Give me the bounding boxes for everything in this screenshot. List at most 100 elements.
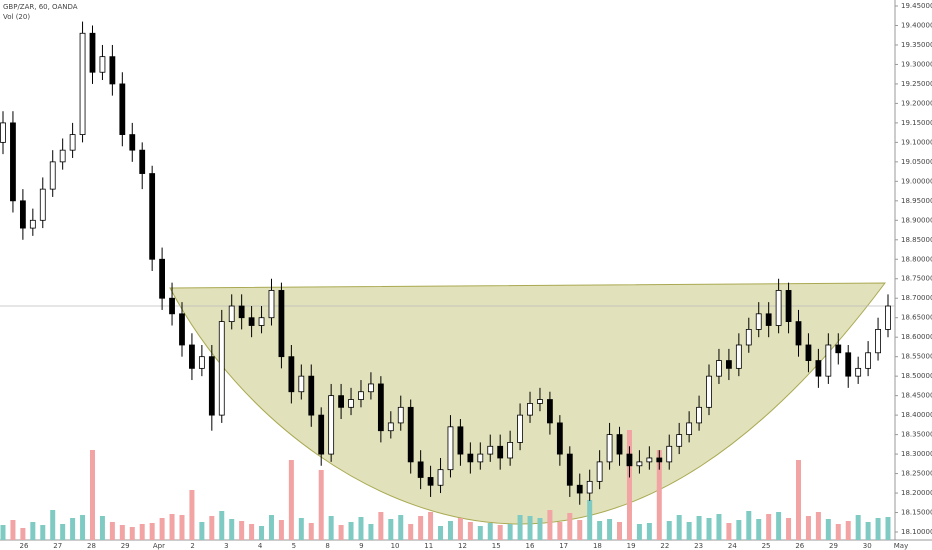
volume-bar (219, 511, 225, 540)
candle-body (368, 383, 374, 393)
candle-body (427, 477, 434, 486)
x-tick-label: May (894, 542, 908, 550)
x-tick-label: Apr (153, 542, 165, 550)
candle-body (268, 290, 275, 319)
volume-bar (696, 516, 702, 540)
volume-bar (805, 516, 811, 540)
volume-bar (676, 515, 682, 540)
x-tick-label: 19 (627, 542, 636, 550)
volume-bar (537, 518, 543, 540)
y-tick-label: 19.10000 (901, 138, 932, 146)
y-tick-label: 18.25000 (901, 470, 932, 478)
y-tick-label: 18.15000 (901, 509, 932, 517)
x-tick-label: 9 (359, 542, 363, 550)
volume-bar (557, 522, 563, 540)
volume-bar (766, 514, 772, 540)
candle-body (765, 313, 772, 326)
x-tick-label: 28 (87, 542, 96, 550)
candle-body (169, 297, 175, 315)
y-tick-label: 18.45000 (901, 392, 932, 400)
candle-body (716, 360, 722, 377)
volume-bar (457, 518, 463, 540)
volume-bar (398, 515, 404, 540)
candle-body (795, 321, 802, 346)
x-tick-label: 30 (863, 542, 872, 550)
volume-bar (527, 516, 533, 540)
volume-bar (209, 516, 215, 540)
candle-body (139, 149, 146, 174)
volume-bar (80, 515, 86, 540)
volume-bar (686, 522, 692, 540)
candle-body (656, 457, 663, 463)
candle-body (159, 258, 166, 299)
candle-body (437, 469, 444, 486)
y-tick-label: 19.35000 (901, 41, 932, 49)
volume-bar (835, 524, 841, 540)
candle-body (338, 395, 344, 408)
candle-body (755, 313, 762, 330)
candle-body (208, 356, 215, 416)
y-tick-label: 19.20000 (901, 99, 932, 107)
candle-body (566, 453, 573, 486)
volume-bar (30, 522, 36, 540)
candle-body (278, 290, 285, 358)
volume-bar (338, 525, 344, 540)
volume-bar (756, 519, 762, 540)
volume-bar (358, 517, 364, 540)
candle-body (527, 403, 533, 416)
candle-body (49, 161, 56, 190)
candle-body (676, 434, 683, 447)
candle-body (447, 426, 454, 471)
candle-body (129, 134, 136, 151)
candle-body (835, 344, 842, 354)
candle-body (10, 122, 16, 202)
volume-bar (288, 460, 294, 540)
x-tick-label: 17 (559, 542, 568, 550)
y-tick-label: 18.80000 (901, 255, 932, 263)
candle-body (855, 367, 862, 377)
y-tick-label: 18.50000 (901, 372, 932, 380)
volume-bar (477, 526, 483, 540)
y-tick-label: 18.85000 (901, 236, 932, 244)
y-tick-label: 19.40000 (901, 21, 932, 29)
candle-body (875, 329, 881, 354)
x-tick-label: 26 (795, 542, 804, 550)
y-tick-label: 18.60000 (901, 333, 932, 341)
candle-body (865, 352, 872, 369)
volume-bar (815, 512, 821, 540)
candle-body (706, 375, 712, 408)
volume-bar (249, 524, 255, 540)
candle-body (328, 395, 335, 455)
y-tick-label: 18.35000 (901, 431, 932, 439)
volume-bar (259, 526, 265, 540)
volume-bar (139, 524, 145, 540)
candle-body (457, 426, 464, 455)
y-tick-label: 19.05000 (901, 158, 932, 166)
volume-bar (447, 521, 453, 540)
candle-body (189, 344, 195, 369)
chart-title: GBP/ZAR, 60, OANDA (3, 3, 78, 11)
y-tick-label: 18.20000 (901, 489, 932, 497)
candle-body (258, 317, 265, 326)
volume-bar (50, 510, 56, 540)
volume-bar (865, 522, 871, 540)
volume-bar (408, 524, 414, 540)
candle-body (497, 445, 504, 459)
volume-bar (159, 518, 165, 540)
y-tick-label: 19.15000 (901, 119, 932, 127)
candle-body (576, 484, 583, 494)
candle-body (387, 422, 394, 432)
candle-body (79, 32, 86, 135)
candle-body (407, 406, 414, 463)
y-tick-label: 19.45000 (901, 2, 932, 10)
x-tick-label: 24 (728, 542, 737, 550)
candle-body (149, 173, 156, 260)
y-tick-label: 18.90000 (901, 216, 932, 224)
candle-body (885, 305, 891, 330)
candle-body (686, 422, 693, 436)
candle-body (218, 321, 225, 416)
candle-body (119, 83, 126, 135)
volume-bar (517, 515, 523, 540)
volume-bar (487, 523, 493, 540)
